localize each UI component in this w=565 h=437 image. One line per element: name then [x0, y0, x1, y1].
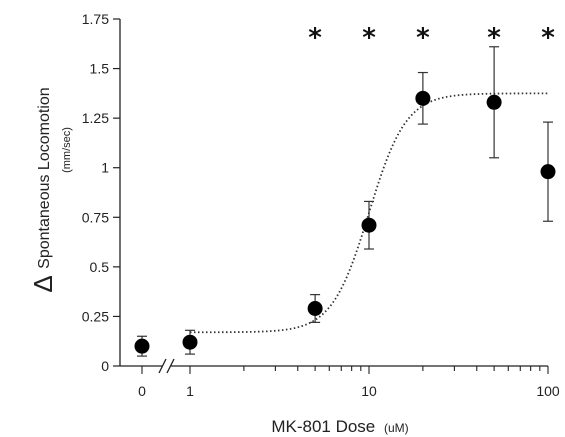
significance-asterisk: * [308, 23, 322, 53]
y-tick-label: 0.25 [82, 308, 109, 324]
data-point [182, 329, 198, 355]
y-tick-label: 0.5 [90, 259, 110, 275]
axes [119, 19, 548, 374]
data-point [540, 121, 556, 222]
y-tick-label: 1 [101, 160, 109, 176]
significance-asterisk: * [487, 23, 501, 53]
axis-break-mark [166, 358, 175, 374]
significance-asterisk: * [416, 23, 430, 53]
data-point [415, 71, 431, 125]
x-tick-label: 1 [186, 383, 194, 399]
data-points-layer [134, 46, 556, 357]
y-tick-label: 1.75 [82, 11, 109, 27]
axis-break-mark [158, 358, 167, 374]
y-axis-unit: (mm/sec) [61, 127, 73, 173]
y-tick-label: 0.75 [82, 209, 109, 225]
x-tick-label: 100 [536, 383, 560, 399]
x-tick-label: 0 [138, 383, 146, 399]
point-marker [307, 300, 323, 316]
y-tick-label: 1.25 [82, 110, 109, 126]
data-point [361, 200, 377, 250]
y-axis-title: Δ Spontaneous Locomotion (mm/sec) [28, 87, 73, 292]
y-tick-label: 1.5 [90, 61, 110, 77]
point-marker [415, 90, 431, 106]
significance-asterisk: * [362, 23, 376, 53]
data-point [307, 294, 323, 323]
axis-ticks: 0 0.25 0.5 0.75 1 1.25 1.5 1.75 0 1 10 100 [82, 11, 560, 399]
point-marker [182, 334, 198, 350]
x-axis-title: MK-801 Dose (uM) [271, 417, 408, 436]
point-marker [361, 217, 377, 233]
point-marker [486, 94, 502, 110]
significance-asterisk: * [541, 23, 555, 53]
x-tick-label: 10 [361, 383, 377, 399]
y-tick-label: 0 [101, 358, 109, 374]
data-point [486, 46, 502, 159]
point-marker [134, 338, 150, 354]
svg-text:Δ Spontaneous Locomotion: Δ Spontaneous Locomotion [28, 87, 58, 292]
point-marker [540, 164, 556, 180]
significance-markers: * * * * * [308, 23, 555, 53]
delta-symbol: Δ [28, 275, 58, 292]
data-point [134, 335, 150, 357]
